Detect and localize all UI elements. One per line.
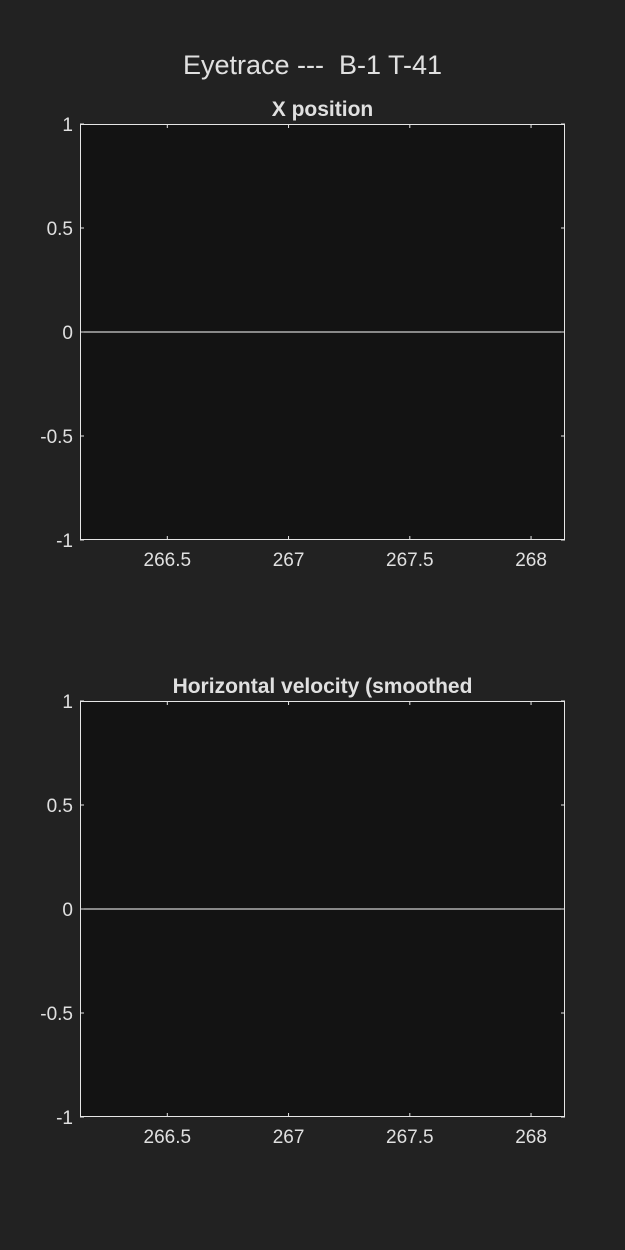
x-position-ytick-label: 0.5 <box>47 219 73 240</box>
horizontal-velocity-xtick-label: 268 <box>515 1127 547 1148</box>
horizontal-velocity-ytick-label: -0.5 <box>40 1004 73 1025</box>
horizontal-velocity-chart-title: Horizontal velocity (smoothed <box>173 675 473 698</box>
x-position-xtick-label: 267.5 <box>386 550 434 571</box>
x-position-xtick-label: 266.5 <box>144 550 192 571</box>
x-position-chart-title: X position <box>272 98 374 121</box>
x-position-ytick-label: -0.5 <box>40 427 73 448</box>
x-position-ytick-label: -1 <box>56 531 73 552</box>
horizontal-velocity-ytick-label: 0.5 <box>47 796 73 817</box>
x-position-xtick-label: 267 <box>273 550 305 571</box>
horizontal-velocity-chart: 266.5 267 267.5 268 1 0.5 0 -0.5 -1 Horizontal ve… <box>40 675 565 1148</box>
x-position-chart: 266.5 267 267.5 268 1 0.5 0 -0.5 -1 X position <box>40 98 565 571</box>
horizontal-velocity-ytick-label: 1 <box>62 692 73 713</box>
x-position-ytick-label: 0 <box>62 323 73 344</box>
horizontal-velocity-ytick-label: -1 <box>56 1108 73 1129</box>
horizontal-velocity-xtick-label: 267.5 <box>386 1127 434 1148</box>
figure-title: Eyetrace --- B-1 T-41 <box>182 50 443 80</box>
horizontal-velocity-xtick-label: 266.5 <box>144 1127 192 1148</box>
x-position-xtick-label: 268 <box>515 550 547 571</box>
horizontal-velocity-ytick-label: 0 <box>62 900 73 921</box>
x-position-ytick-label: 1 <box>62 115 73 136</box>
horizontal-velocity-xtick-label: 267 <box>273 1127 305 1148</box>
